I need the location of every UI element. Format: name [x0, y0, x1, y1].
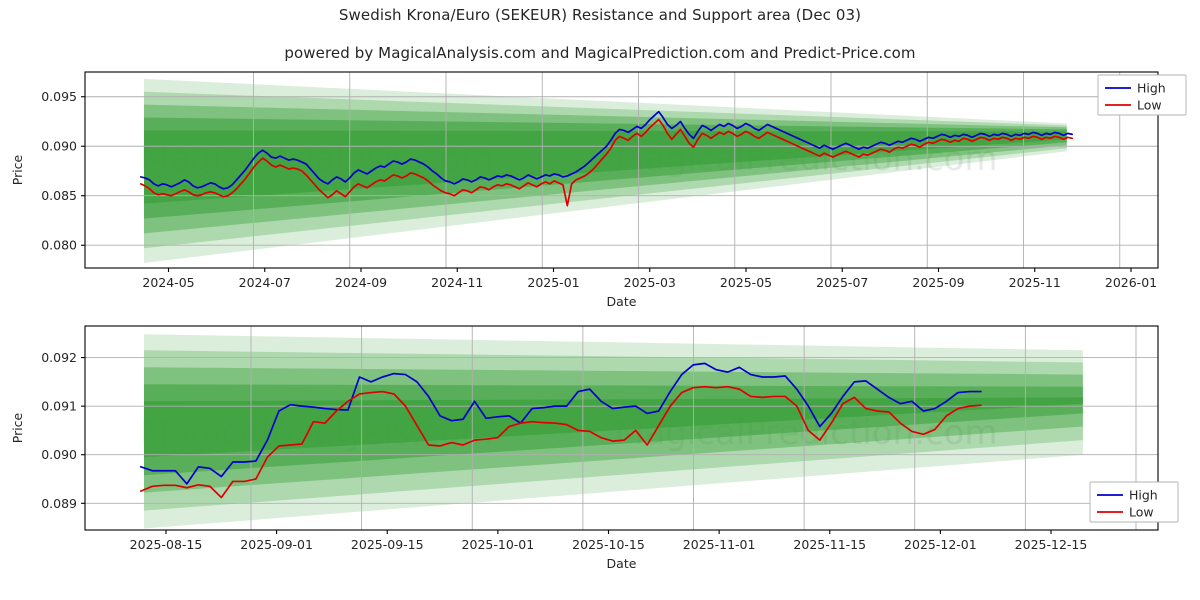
xtick-label-7: 2025-12-01 — [904, 537, 977, 552]
grid-lines — [85, 72, 1158, 268]
ytick-label-1: 0.085 — [41, 188, 77, 203]
plot-frame — [84, 325, 1159, 531]
support-resistance-bands — [144, 334, 1083, 529]
axes: 0.089 0.090 0.091 0.092 2025-08-15 2025-09-01… — [41, 325, 1159, 552]
legend[interactable]: High Low — [1097, 74, 1187, 116]
bottom-chart: MagicalAnalysis.comMagicalPrediction.com… — [0, 318, 1200, 600]
legend[interactable]: High Low — [1089, 481, 1179, 523]
xtick-label-2: 2024-09 — [335, 275, 387, 290]
series-line-high — [139, 362, 982, 485]
legend-label-low: Low — [1137, 98, 1162, 113]
ytick-label-1: 0.090 — [41, 447, 77, 462]
xtick-label-0: 2025-08-15 — [130, 537, 203, 552]
xtick-label-8: 2025-09 — [912, 275, 964, 290]
xtick-label-7: 2025-07 — [816, 275, 868, 290]
chart-bottom-svg: MagicalAnalysis.comMagicalPrediction.com… — [10, 325, 1179, 571]
xtick-label-4: 2025-10-15 — [572, 537, 645, 552]
series-line-high — [139, 110, 1074, 190]
xtick-label-9: 2025-11 — [1009, 275, 1061, 290]
series-line-low — [139, 385, 982, 499]
series-group — [139, 110, 1074, 207]
legend-label-high: High — [1137, 81, 1166, 96]
ytick-label-3: 0.095 — [41, 89, 77, 104]
xtick-label-6: 2025-05 — [720, 275, 772, 290]
legend-label-low: Low — [1129, 505, 1154, 520]
ytick-label-2: 0.090 — [41, 139, 77, 154]
xtick-label-10: 2026-01 — [1105, 275, 1157, 290]
xtick-label-0: 2024-05 — [142, 275, 194, 290]
band-level-4 — [144, 130, 1067, 204]
series-group — [139, 362, 982, 499]
y-axis-label: Price — [10, 154, 25, 185]
top-chart: MagicalAnalysis.comMagicalPrediction.com… — [0, 62, 1200, 312]
y-axis-label: Price — [10, 412, 25, 443]
x-axis-label: Date — [607, 556, 637, 571]
xtick-label-5: 2025-11-01 — [683, 537, 756, 552]
ytick-label-3: 0.092 — [41, 350, 77, 365]
support-resistance-bands — [144, 78, 1067, 264]
ytick-label-0: 0.080 — [41, 238, 77, 253]
xtick-label-4: 2025-01 — [527, 275, 579, 290]
xtick-label-6: 2025-11-15 — [793, 537, 866, 552]
ytick-label-0: 0.089 — [41, 496, 77, 511]
x-axis-label: Date — [607, 294, 637, 309]
page-title: Swedish Krona/Euro (SEKEUR) Resistance a… — [338, 6, 862, 24]
xtick-label-1: 2025-09-01 — [240, 537, 313, 552]
series-line-low — [139, 118, 1074, 207]
xtick-label-1: 2024-07 — [239, 275, 291, 290]
band-level-4 — [144, 397, 1083, 458]
xtick-label-8: 2025-12-15 — [1015, 537, 1088, 552]
xtick-label-3: 2024-11 — [431, 275, 483, 290]
xtick-label-5: 2025-03 — [624, 275, 676, 290]
chart-top-svg: MagicalAnalysis.comMagicalPrediction.com… — [10, 71, 1187, 309]
ytick-label-2: 0.091 — [41, 399, 77, 414]
xtick-label-2: 2025-09-15 — [351, 537, 424, 552]
plot-frame — [84, 71, 1159, 269]
xtick-label-3: 2025-10-01 — [462, 537, 535, 552]
legend-label-high: High — [1129, 488, 1158, 503]
page-subtitle: powered by MagicalAnalysis.com and Magic… — [284, 44, 916, 62]
axes: 0.080 0.085 0.090 0.095 2024-05 2024-07 2024-0… — [41, 71, 1159, 290]
